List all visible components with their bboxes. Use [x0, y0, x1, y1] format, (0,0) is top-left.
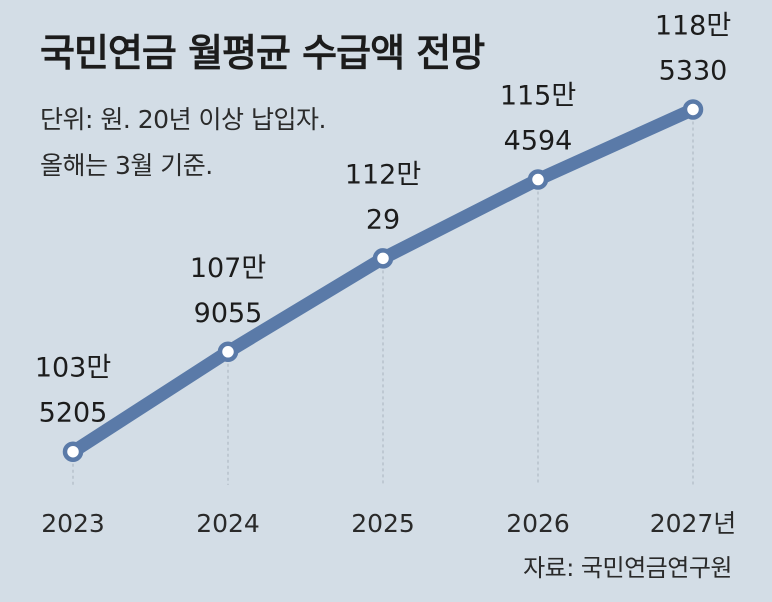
x-tick-label-0: 2023	[41, 509, 105, 538]
data-point-0	[62, 441, 84, 462]
data-label-3-1: 4594	[504, 126, 573, 157]
data-point-3	[527, 169, 549, 190]
chart-title: 국민연금 월평균 수급액 전망	[40, 31, 485, 75]
data-point-2	[372, 248, 394, 269]
data-point-1	[217, 341, 239, 363]
data-label-4-1: 5330	[659, 55, 728, 86]
data-label-1-0: 107만	[190, 253, 266, 284]
data-label-1-1: 9055	[194, 298, 263, 329]
x-tick-label-1: 2024	[196, 509, 260, 538]
data-labels: 103만 5205 107만 9055 112만 29 115만 4594 118만 5330	[35, 10, 731, 428]
data-label-2-1: 29	[366, 204, 400, 235]
data-label-2-0: 112만	[345, 159, 421, 190]
x-tick-label-3: 2026	[506, 509, 570, 538]
chart-source: 자료: 국민연금연구원	[523, 554, 732, 582]
x-tick-label-4: 2027년	[650, 509, 737, 538]
data-markers	[62, 99, 704, 462]
data-label-0-0: 103만	[35, 353, 111, 384]
guide-lines	[72, 121, 694, 485]
x-axis-ticks: 2023 2024 2025 2026 2027년	[41, 509, 736, 538]
data-label-4-0: 118만	[655, 10, 731, 41]
chart-subtitle-unit: 단위: 원. 20년 이상 납입자.	[40, 105, 326, 134]
data-point-4	[682, 99, 704, 120]
x-tick-label-2: 2025	[351, 509, 415, 538]
data-label-3-0: 115만	[500, 81, 576, 112]
data-label-0-1: 5205	[39, 398, 108, 429]
chart-subtitle-note: 올해는 3월 기준.	[40, 151, 213, 180]
